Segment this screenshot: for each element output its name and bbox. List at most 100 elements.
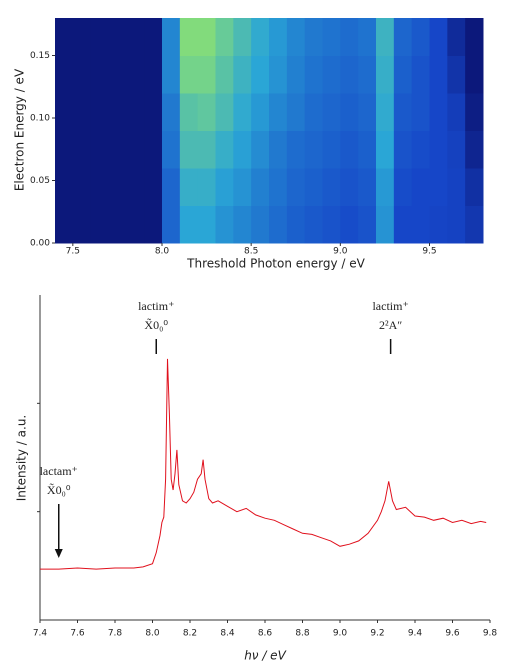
annotation: 2²A″	[379, 318, 402, 332]
heatmap-cell	[429, 18, 448, 56]
heatmap-cell	[108, 18, 127, 56]
x-tick-label: 9.2	[370, 629, 384, 639]
heatmap-cell	[286, 205, 306, 244]
arrow-head	[54, 549, 63, 558]
heatmap-cell	[55, 168, 74, 206]
x-axis-label: hν / eV	[244, 649, 286, 663]
annotation: lactam⁺	[40, 464, 78, 478]
heatmap-cell	[465, 18, 484, 56]
spectrum-line	[40, 358, 487, 570]
x-tick-label: 9.5	[422, 247, 436, 257]
heatmap-cell	[90, 93, 109, 131]
heatmap-cell	[233, 130, 252, 169]
heatmap-cell	[108, 168, 127, 206]
heatmap-cell	[393, 93, 413, 131]
heatmap-cell	[376, 18, 395, 56]
annotation: lactim⁺	[372, 299, 408, 313]
heatmap-cell	[411, 168, 430, 206]
heatmap-cell	[215, 55, 234, 94]
heatmap-cell	[197, 55, 216, 94]
heatmap-cell	[233, 168, 252, 206]
heatmap-cell	[322, 93, 341, 131]
heatmap-cell	[162, 55, 181, 94]
y-tick-label: 0.10	[30, 114, 50, 124]
heatmap-cell	[179, 205, 199, 244]
heatmap-cell	[144, 55, 163, 94]
heatmap-cell	[162, 18, 181, 56]
heatmap-cell	[251, 18, 270, 56]
heatmap-cell	[411, 18, 430, 56]
heatmap-cell	[162, 205, 181, 244]
heatmap-cell	[465, 55, 484, 94]
heatmap-cell	[179, 93, 199, 131]
heatmap-cell	[340, 93, 359, 131]
annotation: X̃0₀⁰	[144, 317, 168, 331]
heatmap-cell	[304, 93, 323, 131]
heatmap-cell	[376, 55, 395, 94]
heatmap-cell	[72, 205, 92, 244]
heatmap-cell	[393, 130, 413, 169]
heatmap-cell	[340, 130, 359, 169]
heatmap-cell	[304, 130, 323, 169]
heatmap-cell	[72, 93, 92, 131]
heatmap-cell	[429, 93, 448, 131]
heatmap-cell	[144, 130, 163, 169]
heatmap-cell	[286, 55, 306, 94]
x-tick-label: 8.6	[258, 629, 273, 639]
heatmap-cell	[465, 93, 484, 131]
heatmap-cell	[215, 93, 234, 131]
heatmap-cell	[447, 18, 466, 56]
heatmap-cell	[197, 18, 216, 56]
heatmap-cell	[269, 130, 288, 169]
heatmap-cell	[304, 168, 323, 206]
heatmap-cell	[393, 55, 413, 94]
axis-line	[39, 295, 490, 621]
heatmap-cell	[376, 205, 395, 244]
x-tick-label: 8.5	[244, 247, 258, 257]
heatmap-cell	[108, 93, 127, 131]
heatmap-cell	[376, 168, 395, 206]
heatmap-cell	[179, 168, 199, 206]
x-tick-label: 9.8	[483, 629, 498, 639]
heatmap-cell	[447, 130, 466, 169]
heatmap-cell	[358, 168, 377, 206]
heatmap-cell	[447, 93, 466, 131]
heatmap-cell	[411, 93, 430, 131]
heatmap-cell	[322, 18, 341, 56]
heatmap-cell	[251, 130, 270, 169]
heatmap-cell	[215, 205, 234, 244]
heatmap-cell	[251, 205, 270, 244]
heatmap-cell	[429, 205, 448, 244]
x-tick-label: 7.8	[108, 629, 123, 639]
x-tick-label: 8.0	[145, 629, 160, 639]
annotation: X̃0₀⁰	[47, 482, 71, 496]
x-tick-label: 9.0	[333, 247, 348, 257]
x-tick-label: 9.6	[445, 629, 460, 639]
heatmap-cell	[215, 168, 234, 206]
heatmap-cell	[286, 130, 306, 169]
heatmap-cell	[393, 18, 413, 56]
x-tick-label: 9.0	[333, 629, 348, 639]
heatmap-cell	[197, 168, 216, 206]
x-tick-label: 8.8	[295, 629, 310, 639]
heatmap-cell	[376, 93, 395, 131]
x-tick-label: 7.4	[33, 629, 48, 639]
heatmap-cell	[126, 18, 145, 56]
heatmap-cell	[55, 18, 74, 56]
heatmap-cell	[72, 55, 92, 94]
heatmap-cell	[126, 205, 145, 244]
heatmap-cell	[179, 130, 199, 169]
heatmap-cell	[162, 93, 181, 131]
x-tick-label: 8.4	[220, 629, 235, 639]
heatmap-cell	[233, 55, 252, 94]
heatmap-cell	[340, 55, 359, 94]
heatmap-cell	[322, 205, 341, 244]
heatmap-cell	[90, 55, 109, 94]
x-tick-label: 8.2	[183, 629, 197, 639]
heatmap-cell	[197, 93, 216, 131]
heatmap-cell	[90, 18, 109, 56]
heatmap-cell	[322, 55, 341, 94]
heatmap-cell	[286, 168, 306, 206]
heatmap-cell	[179, 18, 199, 56]
heatmap-cell	[447, 168, 466, 206]
